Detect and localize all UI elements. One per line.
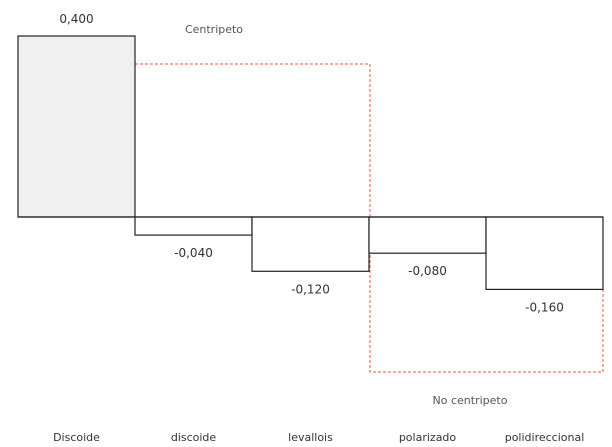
category-label: levallois	[288, 431, 333, 444]
category-label: Discoide	[53, 431, 100, 444]
value-label: -0,120	[291, 282, 330, 296]
value-label: 0,400	[59, 12, 93, 26]
value-label: -0,080	[408, 264, 447, 278]
annotation-no-centripeto: No centripeto	[433, 394, 508, 407]
category-label: discoide	[171, 431, 217, 444]
value-labels: 0,400 -0,040 -0,120 -0,080 -0,160	[59, 12, 564, 314]
bar-polidireccional	[485, 216, 604, 291]
bar-discoide	[134, 216, 253, 236]
bars	[17, 35, 604, 291]
category-label: polarizado	[399, 431, 457, 444]
category-labels: Discoide discoide levallois polarizado polid…	[53, 431, 584, 444]
value-label: -0,160	[525, 300, 564, 314]
value-label: -0,040	[174, 246, 213, 260]
annotation-centripeto: Centripeto	[185, 23, 243, 36]
bar-polarizado	[368, 216, 487, 254]
bar-levallois	[251, 216, 370, 272]
bar-discoide	[17, 35, 136, 218]
category-label: polidireccional	[505, 431, 585, 444]
